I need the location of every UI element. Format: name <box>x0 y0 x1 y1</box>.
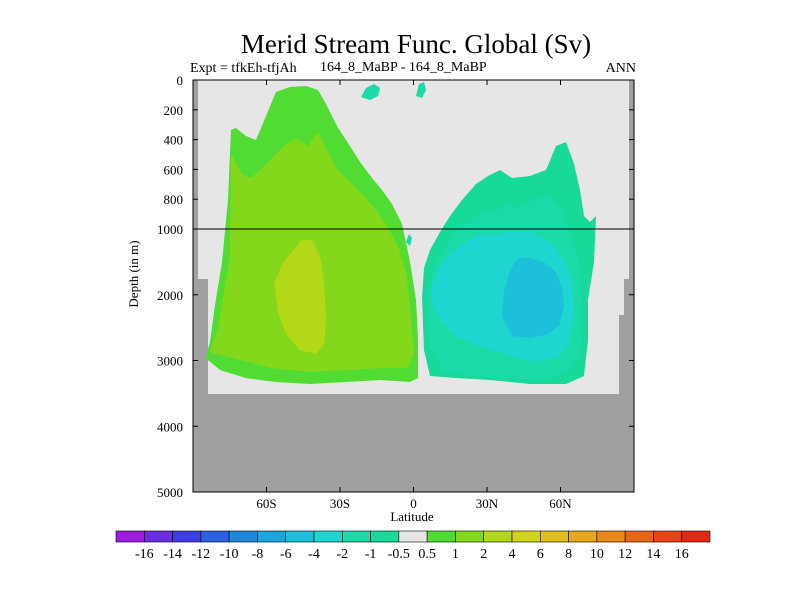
colorbar-label: 12 <box>618 547 632 562</box>
colorbar-label: 14 <box>646 547 660 562</box>
colorbar-label: 1 <box>452 547 459 562</box>
colorbar-swatch <box>653 530 683 543</box>
colorbar-swatch <box>228 530 258 543</box>
contour-north-4 <box>502 258 564 338</box>
y-tick-label: 800 <box>164 192 184 207</box>
colorbar-swatch <box>341 530 371 543</box>
colorbar-swatch <box>596 530 626 543</box>
colorbar-swatch <box>172 530 202 543</box>
colorbar-swatch <box>624 530 654 543</box>
colorbar-label: -2 <box>336 547 348 562</box>
y-tick-label: 600 <box>164 162 184 177</box>
y-tick-label: 200 <box>164 103 184 118</box>
colorbar-label: -14 <box>163 547 182 562</box>
colorbar-swatch <box>115 530 145 543</box>
y-tick-label: 0 <box>177 73 184 88</box>
colorbar-swatch <box>483 530 513 543</box>
colorbar-label: 16 <box>675 547 689 562</box>
land-mask <box>193 80 634 492</box>
colorbar-swatch <box>426 530 456 543</box>
x-tick-label: 0 <box>410 496 417 511</box>
colorbar-label: -16 <box>135 547 154 562</box>
contour-surface-patch <box>361 84 380 100</box>
contour-south-2 <box>274 240 326 354</box>
colorbar-swatch <box>143 530 173 543</box>
colorbar-label: -10 <box>220 547 239 562</box>
colorbar-swatch <box>398 530 428 543</box>
colorbar: -16 -14 -12 -10 -8 -6 -4 -2 -1 -0.5 0.5 1 2 4 6 8 10 12 14… <box>115 530 711 562</box>
chart-title: Merid Stream Func. Global (Sv) <box>241 29 591 59</box>
y-tick-label: 1000 <box>157 222 183 237</box>
colorbar-label: -6 <box>280 547 292 562</box>
colorbar-swatch <box>681 530 711 543</box>
chart-subtitle: 164_8_MaBP - 164_8_MaBP <box>320 60 487 75</box>
y-tick-label: 5000 <box>157 485 183 500</box>
x-tick-label: 60N <box>549 496 572 511</box>
colorbar-label: -4 <box>308 547 320 562</box>
colorbar-swatch <box>568 530 598 543</box>
colorbar-swatch <box>285 530 315 543</box>
y-tick-label: 2000 <box>157 288 183 303</box>
colorbar-swatch <box>313 530 343 543</box>
colorbar-label: 8 <box>565 547 572 562</box>
colorbar-label: 4 <box>509 547 516 562</box>
colorbar-swatch <box>370 530 400 543</box>
colorbar-label: -8 <box>252 547 264 562</box>
x-tick-label: 30N <box>476 496 499 511</box>
plot-area <box>192 79 635 493</box>
experiment-label: Expt = tfkEh-tfjAh <box>190 61 297 76</box>
colorbar-swatch <box>200 530 230 543</box>
season-label: ANN <box>606 61 636 76</box>
x-tick-label: 30S <box>330 496 350 511</box>
colorbar-label: -1 <box>365 547 377 562</box>
colorbar-label: 0.5 <box>418 547 436 562</box>
colorbar-swatch <box>539 530 569 543</box>
colorbar-swatch <box>257 530 287 543</box>
y-tick-label: 4000 <box>157 419 183 434</box>
y-tick-label: 400 <box>164 133 184 148</box>
y-axis: 0 200 400 600 800 1000 2000 3000 4000 5000 <box>157 73 634 500</box>
contour-equator-patch <box>406 234 412 246</box>
y-axis-label: Depth (in m) <box>126 240 141 307</box>
colorbar-swatch <box>511 530 541 543</box>
colorbar-label: -12 <box>192 547 211 562</box>
colorbar-label: 10 <box>590 547 604 562</box>
colorbar-swatch <box>455 530 485 543</box>
colorbar-label: 2 <box>480 547 487 562</box>
colorbar-label: -0.5 <box>388 547 410 562</box>
y-tick-label: 3000 <box>157 354 183 369</box>
contour-surface-patch <box>416 82 426 98</box>
x-axis-label: Latitude <box>390 509 434 524</box>
x-axis: 60S 30S 0 30N 60N <box>256 80 572 511</box>
x-tick-label: 60S <box>256 496 276 511</box>
colorbar-label: 6 <box>537 547 544 562</box>
